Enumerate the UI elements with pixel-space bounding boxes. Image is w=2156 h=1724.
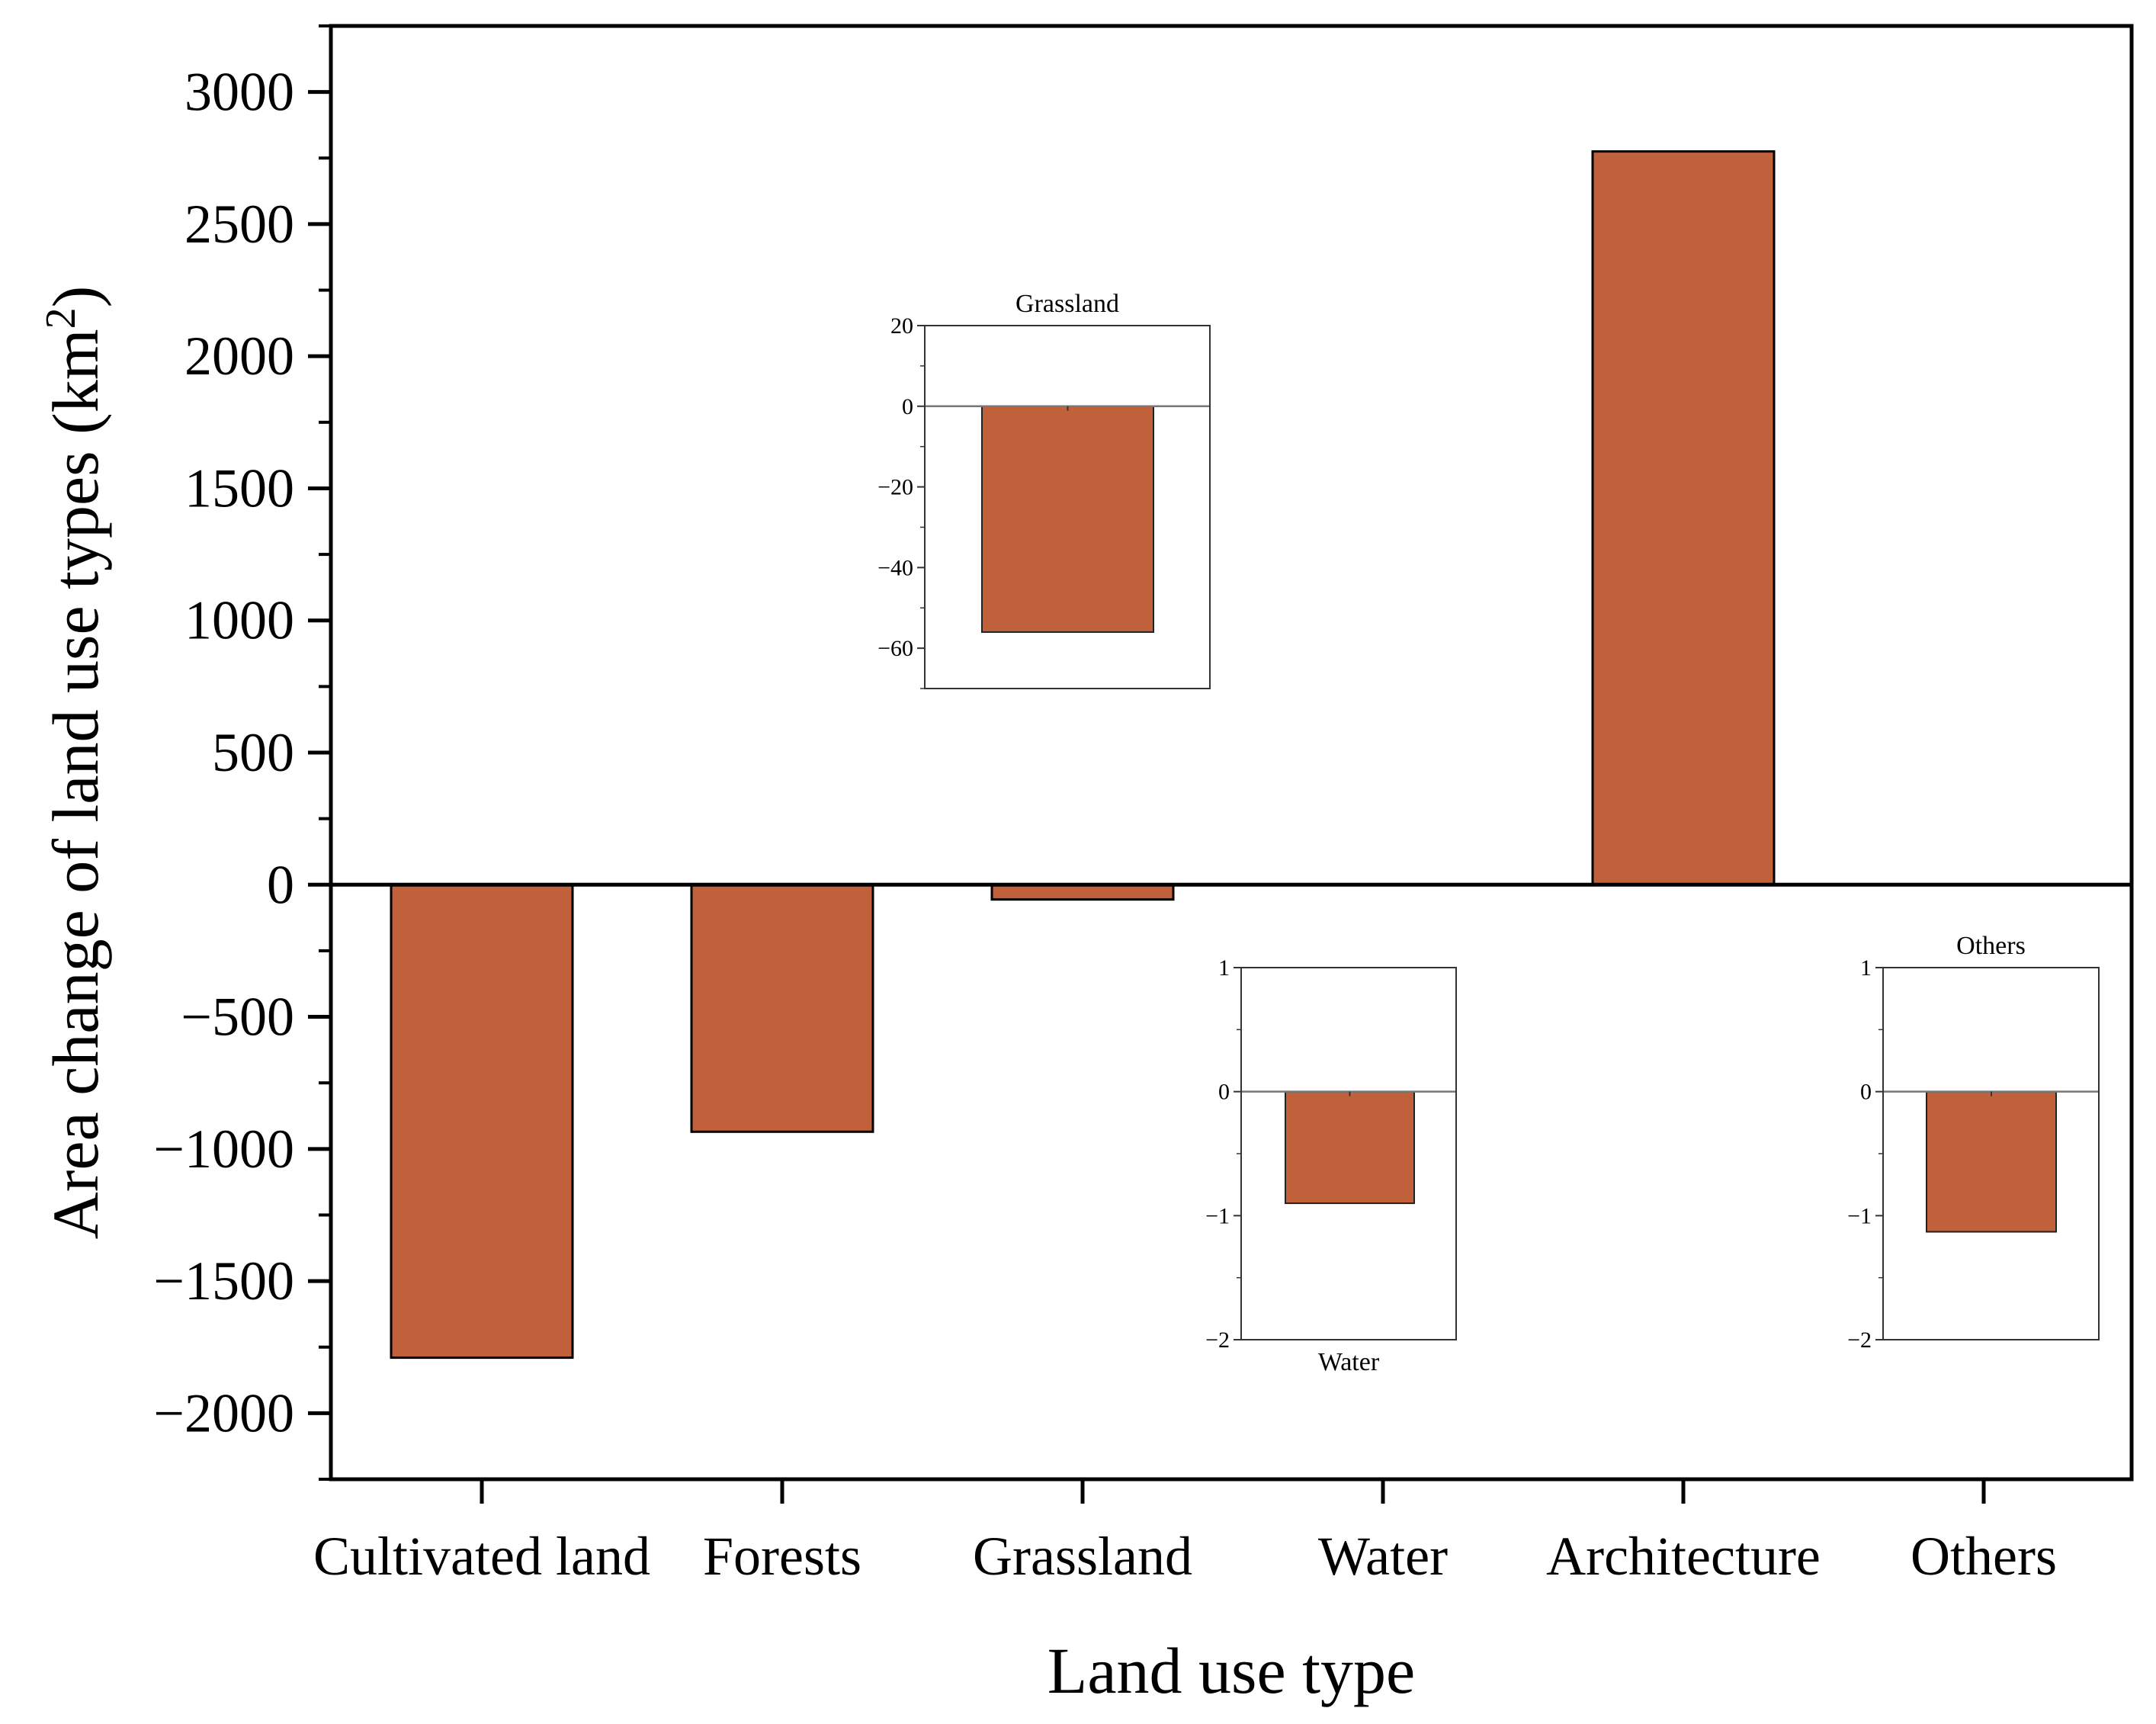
inset-title: Grassland — [1015, 290, 1119, 318]
y-tick-label: 3000 — [184, 62, 294, 123]
y-tick-label: 2500 — [184, 194, 294, 255]
y-tick-label: −1500 — [153, 1250, 294, 1311]
inset-y-tick-label: 20 — [890, 313, 913, 339]
y-tick-label: 1500 — [184, 457, 294, 518]
inset-y-tick-label: 1 — [1860, 955, 1872, 981]
y-tick-label: 0 — [267, 854, 294, 915]
inset-bar-others — [1926, 1090, 2057, 1233]
y-tick-label: 500 — [212, 722, 294, 783]
y-tick-label: −1000 — [153, 1119, 294, 1180]
inset-y-tick-label: −60 — [877, 636, 913, 661]
inset-y-tick-label: 0 — [902, 394, 913, 419]
bar-architecture — [1591, 150, 1776, 886]
inset-y-tick-label: −20 — [877, 475, 913, 500]
y-axis-title: Area change of land use types (km2) — [37, 286, 112, 1240]
y-axis-title-suffix: ) — [39, 286, 112, 308]
y-tick-label: −2000 — [153, 1382, 294, 1443]
x-tick-label: Forests — [703, 1526, 861, 1587]
bar-forests — [690, 883, 874, 1133]
main-plot: −2000−1500−1000−500050010001500200025003… — [153, 24, 2134, 1587]
x-tick-label: Others — [1911, 1526, 2057, 1587]
inset-y-tick-label: −1 — [1205, 1203, 1230, 1228]
inset-frame — [924, 325, 1211, 689]
inset-y-tick-label: 1 — [1218, 955, 1230, 981]
inset-y-tick-label: 0 — [1218, 1080, 1230, 1105]
x-tick-label: Grassland — [973, 1526, 1192, 1587]
insets: 20 0 −20 −40 −60 Grassland 1 0 −1 −2 Water 1 0 −1 −2 Ot… — [877, 290, 2100, 1376]
inset-others: 1 0 −1 −2 Others — [1847, 932, 2100, 1353]
y-axis-title-main: Area change of land use types (km — [39, 329, 112, 1239]
bar-grassland — [990, 883, 1175, 901]
y-axis-title-superscript: 2 — [37, 307, 85, 329]
inset-title: Water — [1318, 1348, 1380, 1376]
inset-bar-water — [1285, 1090, 1415, 1205]
inset-y-tick-label: −2 — [1205, 1328, 1230, 1353]
inset-y-tick-label: −2 — [1847, 1328, 1872, 1353]
bar-cultivated-land — [390, 883, 574, 1360]
y-tick-label: −500 — [181, 987, 294, 1048]
x-axis-title: Land use type — [1048, 1634, 1415, 1707]
x-tick-label: Water — [1318, 1526, 1448, 1587]
y-tick-label: 2000 — [184, 326, 294, 387]
x-tick-label: Architecture — [1546, 1526, 1821, 1587]
inset-title: Others — [1956, 932, 2026, 960]
y-tick-label: 1000 — [184, 590, 294, 651]
inset-grassland: 20 0 −20 −40 −60 Grassland — [877, 290, 1211, 689]
inset-y-tick-label: 0 — [1860, 1080, 1872, 1105]
inset-water: 1 0 −1 −2 Water — [1205, 955, 1457, 1376]
inset-y-tick-label: −1 — [1847, 1203, 1872, 1228]
inset-y-tick-label: −40 — [877, 555, 913, 580]
x-tick-label: Cultivated land — [313, 1526, 650, 1587]
inset-bar-grassland — [981, 405, 1154, 633]
